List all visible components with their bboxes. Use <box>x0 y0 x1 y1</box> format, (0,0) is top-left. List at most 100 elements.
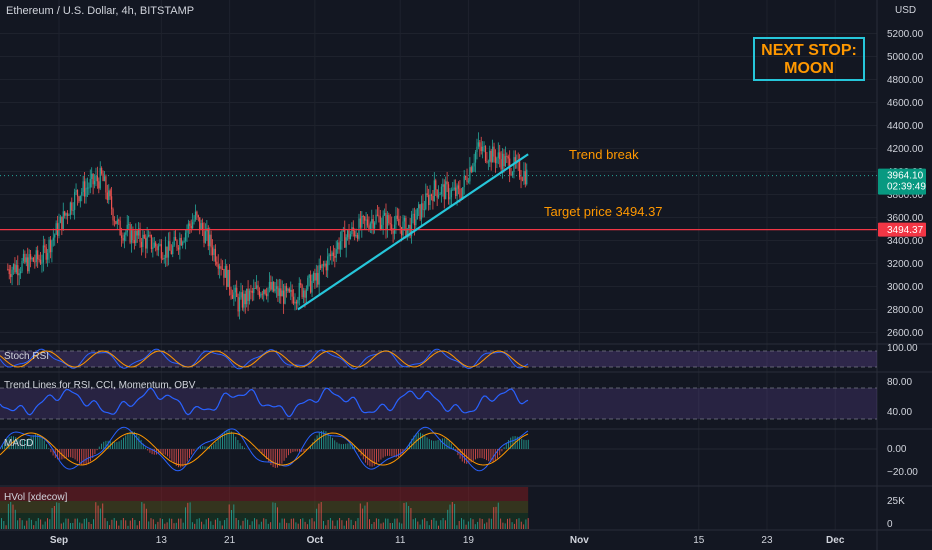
macd-bar <box>180 449 182 468</box>
candle-body <box>409 224 411 237</box>
candle-body <box>66 213 69 216</box>
candle-body <box>139 228 141 242</box>
candle-body <box>8 269 10 275</box>
macd-bar <box>332 437 333 449</box>
countdown-value: 02:39:49 <box>887 182 926 193</box>
macd-bar <box>41 437 43 449</box>
target-price-badge <box>878 222 926 237</box>
candle-body <box>11 269 13 278</box>
macd-bar <box>112 441 113 449</box>
candle-body <box>140 241 143 248</box>
stoch-d-line <box>0 350 529 368</box>
volume-bar <box>47 518 48 529</box>
volume-bar <box>104 518 106 529</box>
candle-body <box>152 247 154 249</box>
macd-bar <box>417 432 419 449</box>
volume-bar <box>417 521 419 529</box>
last-price-value: 3964.10 <box>887 171 924 182</box>
candle-body <box>240 292 242 298</box>
macd-bar <box>72 449 74 459</box>
candle-body <box>119 220 121 236</box>
candle-body <box>71 202 73 211</box>
candle-body <box>176 240 178 248</box>
volume-bar <box>251 521 253 529</box>
volume-bar <box>26 520 28 529</box>
macd-bar <box>391 449 393 457</box>
candle-body <box>385 213 387 230</box>
candle-body <box>359 218 361 228</box>
volume-bar <box>44 521 46 529</box>
volume-bar <box>148 521 150 529</box>
macd-bar <box>193 449 195 452</box>
candle-body <box>322 264 325 266</box>
candle-body <box>311 281 313 293</box>
volume-bar <box>152 519 154 529</box>
volume-bar <box>116 520 117 529</box>
candle-body <box>348 230 350 240</box>
candle-body <box>450 189 452 198</box>
candle-body <box>474 152 477 163</box>
volume-bar <box>355 521 357 529</box>
volume-bar <box>125 520 127 529</box>
volume-bar <box>523 524 525 529</box>
volume-bar <box>58 502 60 529</box>
candle-body <box>443 184 445 200</box>
macd-bar <box>503 447 505 449</box>
candle-body <box>277 286 279 296</box>
candle-body <box>412 213 414 215</box>
candle-body <box>186 229 188 233</box>
candle-body <box>332 252 334 256</box>
price-tick-label: 5200.00 <box>887 29 924 40</box>
volume-bar <box>210 521 212 529</box>
date-tick-label: Oct <box>307 535 324 546</box>
volume-bar <box>309 519 311 529</box>
candle-body <box>174 236 177 241</box>
volume-bar <box>109 525 111 529</box>
volume-bar <box>509 518 511 529</box>
candle-body <box>314 273 316 281</box>
volume-bar <box>67 518 69 529</box>
candle-body <box>128 224 130 226</box>
volume-bar <box>49 519 51 529</box>
candle-body <box>318 265 320 285</box>
volume-bar <box>35 521 37 529</box>
macd-bar <box>204 446 206 449</box>
candle-body <box>116 219 118 224</box>
volume-bar <box>405 502 407 529</box>
macd-bar <box>239 443 241 449</box>
candle-body <box>183 240 185 243</box>
volume-bar <box>520 521 522 529</box>
candle-body <box>157 245 160 251</box>
macd-bar <box>327 432 329 449</box>
macd-bar <box>46 444 47 449</box>
candle-body <box>25 257 27 263</box>
macd-bar <box>378 449 380 462</box>
volume-bar <box>164 523 166 529</box>
volume-bar <box>65 518 67 529</box>
volume-bar <box>323 520 324 529</box>
candle-body <box>405 217 407 237</box>
candle-body <box>207 228 209 247</box>
macd-bar <box>4 441 6 449</box>
macd-bar <box>448 440 450 449</box>
volume-bar <box>327 519 329 529</box>
volume-bar <box>490 518 492 529</box>
volume-bar <box>279 522 281 529</box>
candle-body <box>59 216 62 223</box>
candle-body <box>261 293 263 295</box>
candle-body <box>187 223 189 230</box>
candle-body <box>435 180 437 190</box>
candle-body <box>91 173 93 179</box>
candle-body <box>301 284 303 298</box>
macd-bar <box>129 431 131 449</box>
volume-bar <box>219 520 221 529</box>
volume-bar <box>86 518 88 529</box>
date-tick-label: 11 <box>395 535 406 546</box>
volume-bar <box>320 502 322 529</box>
candle-body <box>328 254 330 257</box>
candle-body <box>368 225 370 230</box>
candle-body <box>315 273 317 281</box>
macd-bar <box>444 438 446 449</box>
